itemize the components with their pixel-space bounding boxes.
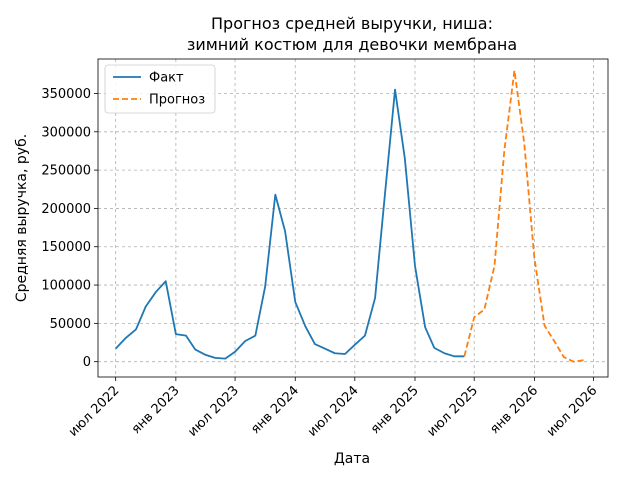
y-tick-label: 150000 bbox=[41, 240, 91, 255]
y-tick-label: 100000 bbox=[41, 279, 91, 294]
legend-label: Прогноз bbox=[149, 93, 205, 108]
plot-frame bbox=[97, 58, 609, 378]
x-axis-label: Дата bbox=[334, 451, 370, 467]
chart-title-line1: Прогноз средней выручки, ниша: bbox=[211, 14, 493, 33]
y-axis-label: Средняя выручка, руб. bbox=[14, 134, 30, 302]
y-tick-label: 0 bbox=[83, 355, 91, 370]
legend-label: Факт bbox=[149, 71, 184, 86]
y-tick-label: 350000 bbox=[41, 87, 91, 102]
y-tick-label: 200000 bbox=[41, 202, 91, 217]
y-tick-label: 50000 bbox=[50, 317, 91, 332]
y-tick-labels: 0 50000 100000 150000 200000 250000 300000 3500… bbox=[41, 87, 91, 370]
y-tick-label: 250000 bbox=[41, 164, 91, 179]
axes bbox=[94, 58, 609, 381]
grid bbox=[98, 59, 608, 377]
legend: Факт Прогноз bbox=[104, 64, 216, 114]
y-tick-label: 300000 bbox=[41, 125, 91, 140]
series-line-actual bbox=[115, 88, 465, 360]
series-lines bbox=[115, 69, 584, 363]
chart-title-line2: зимний костюм для девочки мембрана bbox=[187, 35, 517, 54]
series-line-forecast bbox=[463, 69, 584, 363]
